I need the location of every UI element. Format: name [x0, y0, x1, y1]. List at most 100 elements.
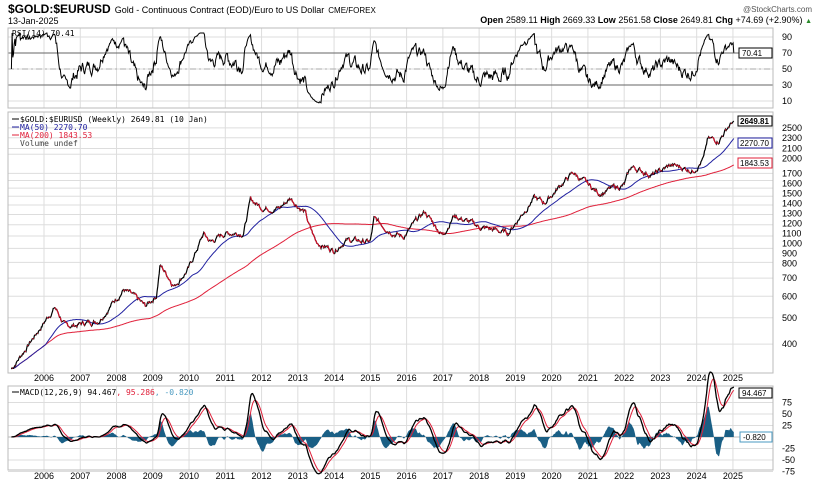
brand-watermark: @StockCharts.com — [742, 5, 812, 14]
price-tick-label: 400 — [782, 339, 797, 349]
x-tick-label: 2018 — [469, 373, 489, 383]
ma50-value-label: 2270.70 — [740, 139, 769, 148]
macd-tick-label: -50 — [782, 455, 795, 465]
x-tick-label: 2007 — [70, 471, 90, 481]
x-tick-label: 2016 — [397, 471, 417, 481]
rsi-tick-label: 50 — [782, 64, 792, 74]
up-arrow-icon: ▲ — [805, 18, 812, 25]
price-tick-label: 1700 — [782, 168, 802, 178]
price-tick-label: 600 — [782, 291, 797, 301]
high-label: High — [540, 15, 561, 25]
x-tick-label: 2012 — [252, 471, 272, 481]
rsi-value-label: 70.41 — [742, 49, 763, 58]
volume-legend: Volume undef — [20, 139, 78, 148]
price-tick-label: 500 — [782, 313, 797, 323]
chg-label: Chg — [715, 15, 733, 25]
price-tick-label: 1600 — [782, 178, 802, 188]
price-tick-label: 2500 — [782, 123, 802, 133]
price-down-segments — [11, 122, 733, 369]
x-tick-label: 2007 — [70, 373, 90, 383]
x-tick-label: 2025 — [723, 471, 743, 481]
x-tick-label: 2020 — [542, 373, 562, 383]
symbol-description: Gold - Continuous Contract (EOD)/Euro to… — [114, 5, 325, 15]
ma200-legend: MA(200) 1843.53 — [20, 131, 92, 140]
price-tick-label: 1100 — [782, 228, 801, 238]
price-tick-label: 900 — [782, 248, 797, 258]
chart-date: 13-Jan-2025 — [8, 16, 59, 26]
macd-line — [11, 371, 735, 475]
axis-labels: 2006 2006 2007 2007 2008 2008 2009 2009 2010 2010… — [34, 32, 802, 481]
close-value: 2649.81 — [680, 15, 713, 25]
x-tick-label: 2015 — [360, 471, 380, 481]
x-tick-label: 2021 — [578, 373, 598, 383]
macd-tick-label: -25 — [782, 444, 795, 454]
hist-value-box: -0.820 — [739, 431, 773, 443]
x-tick-label: 2012 — [252, 373, 272, 383]
exchange-label: CME/FOREX — [328, 6, 376, 15]
gridlines — [8, 28, 773, 472]
symbol-title: $GOLD:$EURUSD — [8, 2, 111, 16]
macd-legend-hist: , -0.820 — [155, 388, 194, 397]
ma50-legend: MA(50) 2270.70 — [20, 123, 88, 132]
x-tick-label: 2023 — [650, 373, 670, 383]
open-label: Open — [480, 15, 504, 25]
x-tick-label: 2024 — [687, 471, 707, 481]
price-tick-label: 1500 — [782, 188, 802, 198]
low-label: Low — [597, 15, 616, 25]
series-layer — [10, 32, 735, 475]
price-tick-label: 1400 — [782, 198, 802, 208]
rsi-line — [10, 32, 735, 104]
ma200-box: 1843.53 — [737, 157, 773, 169]
x-tick-label: 2008 — [107, 373, 127, 383]
x-tick-label: 2013 — [288, 471, 308, 481]
x-tick-label: 2009 — [143, 373, 163, 383]
rsi-tick-label: 30 — [782, 80, 792, 90]
x-tick-label: 2013 — [288, 373, 308, 383]
price-last-box: 2649.81 — [737, 115, 773, 127]
x-tick-label: 2020 — [542, 471, 562, 481]
rsi-tick-label: 70 — [782, 48, 792, 58]
x-tick-label: 2010 — [179, 373, 199, 383]
x-tick-label: 2018 — [469, 471, 489, 481]
x-tick-label: 2022 — [614, 471, 634, 481]
x-tick-label: 2024 — [687, 373, 707, 383]
price-tick-label: 2000 — [782, 153, 802, 163]
x-tick-label: 2016 — [397, 373, 417, 383]
price-line — [10, 120, 735, 370]
x-tick-label: 2017 — [433, 471, 453, 481]
ma50-line — [11, 138, 735, 370]
price-legend: $GOLD:$EURUSD (Weekly) 2649.81 (10 Jan) — [20, 115, 208, 124]
x-tick-label: 2023 — [650, 471, 670, 481]
low-value: 2561.58 — [618, 15, 651, 25]
macd-legend: MACD(12,26,9) 94.467, 95.286, -0.820 — [20, 388, 194, 397]
macd-tick-label: -75 — [782, 467, 795, 477]
x-tick-label: 2014 — [324, 373, 344, 383]
rsi-legend: RSI(14) 70.41 — [12, 29, 75, 38]
hist-value-label: -0.820 — [743, 433, 766, 442]
x-tick-label: 2019 — [505, 373, 525, 383]
price-tick-label: 2300 — [782, 133, 802, 143]
price-panel — [7, 111, 774, 374]
x-tick-label: 2006 — [34, 373, 54, 383]
close-label: Close — [653, 15, 678, 25]
x-tick-label: 2017 — [433, 373, 453, 383]
rsi-value-box: 70.41 — [738, 47, 773, 59]
x-tick-label: 2011 — [216, 471, 235, 481]
price-last-label: 2649.81 — [740, 117, 769, 126]
rsi-panel — [7, 27, 774, 109]
price-tick-label: 700 — [782, 273, 797, 283]
x-tick-label: 2006 — [34, 471, 54, 481]
x-tick-label: 2009 — [143, 471, 163, 481]
macd-tick-label: 50 — [782, 409, 792, 419]
x-tick-label: 2025 — [723, 373, 743, 383]
price-tick-label: 1300 — [782, 208, 802, 218]
macd-panel — [7, 385, 774, 471]
title-row: $GOLD:$EURUSD Gold - Continuous Contract… — [8, 2, 376, 16]
x-tick-label: 2022 — [614, 373, 634, 383]
macd-value-box: 94.467 — [738, 387, 773, 399]
macd-tick-label: 25 — [782, 421, 792, 431]
x-tick-label: 2014 — [324, 471, 344, 481]
macd-legend-name: MACD(12,26,9) 94.467 — [20, 388, 117, 397]
